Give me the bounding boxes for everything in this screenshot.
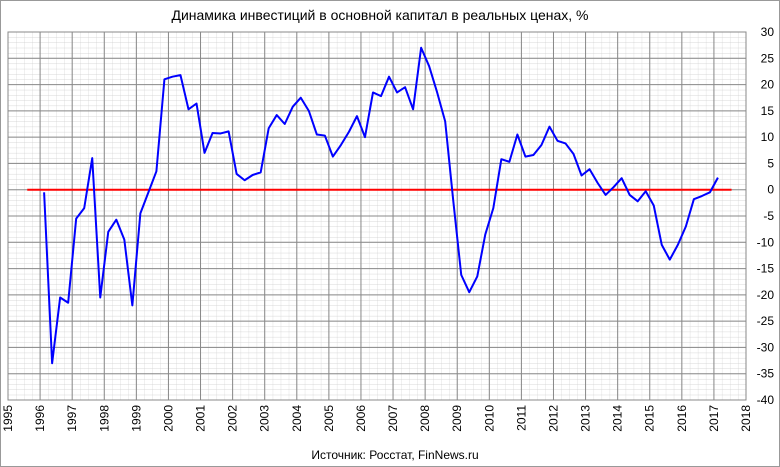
y-tick-label: -10 bbox=[757, 235, 775, 249]
y-tick-label: -20 bbox=[757, 288, 775, 302]
x-tick-label: 1996 bbox=[33, 405, 47, 432]
x-tick-label: 1998 bbox=[97, 405, 111, 432]
y-tick-label: -5 bbox=[763, 209, 774, 223]
x-tick-label: 2009 bbox=[450, 405, 464, 432]
plot-border bbox=[7, 31, 747, 401]
y-tick-label: -15 bbox=[757, 262, 775, 276]
x-tick-label: 2003 bbox=[258, 405, 272, 432]
data-line bbox=[43, 46, 719, 365]
x-tick-label: 2006 bbox=[354, 405, 368, 432]
x-tick-label: 2005 bbox=[322, 405, 336, 432]
x-tick-label: 2016 bbox=[675, 405, 689, 432]
y-tick-label: 25 bbox=[761, 51, 775, 65]
x-tick-label: 2010 bbox=[482, 405, 496, 432]
x-tick-label: 2007 bbox=[386, 405, 400, 432]
chart-title: Динамика инвестиций в основной капитал в… bbox=[171, 7, 588, 23]
y-tick-label: 10 bbox=[761, 130, 775, 144]
x-tick-label: 2011 bbox=[514, 405, 528, 431]
x-tick-label: 2015 bbox=[643, 405, 657, 432]
y-tick-label: 0 bbox=[767, 183, 774, 197]
x-tick-label: 2001 bbox=[194, 405, 208, 432]
y-tick-label: -25 bbox=[757, 314, 775, 328]
x-tick-label: 2014 bbox=[611, 405, 625, 432]
y-tick-label: 15 bbox=[761, 104, 775, 118]
y-tick-label: 5 bbox=[767, 156, 774, 170]
source: Источник: Росстат, FinNews.ru bbox=[311, 448, 478, 462]
y-tick-label: -30 bbox=[757, 340, 775, 354]
x-tick-label: 2013 bbox=[579, 405, 593, 432]
x-tick-label: 2004 bbox=[290, 405, 304, 432]
x-tick-label: 1997 bbox=[65, 405, 79, 432]
x-tick-label: 1995 bbox=[1, 405, 15, 432]
y-tick-label: -35 bbox=[757, 367, 775, 381]
x-tick-label: 2017 bbox=[707, 405, 721, 432]
x-tick-label: 1999 bbox=[129, 405, 143, 432]
y-tick-label: 20 bbox=[761, 78, 775, 92]
y-tick-label: 30 bbox=[761, 25, 775, 39]
x-tick-label: 2000 bbox=[161, 405, 175, 432]
x-tick-label: 2018 bbox=[739, 405, 753, 432]
y-tick-label: -40 bbox=[757, 393, 775, 407]
x-tick-label: 2008 bbox=[418, 405, 432, 432]
x-tick-label: 2012 bbox=[546, 405, 560, 432]
x-tick-label: 2002 bbox=[226, 405, 240, 432]
